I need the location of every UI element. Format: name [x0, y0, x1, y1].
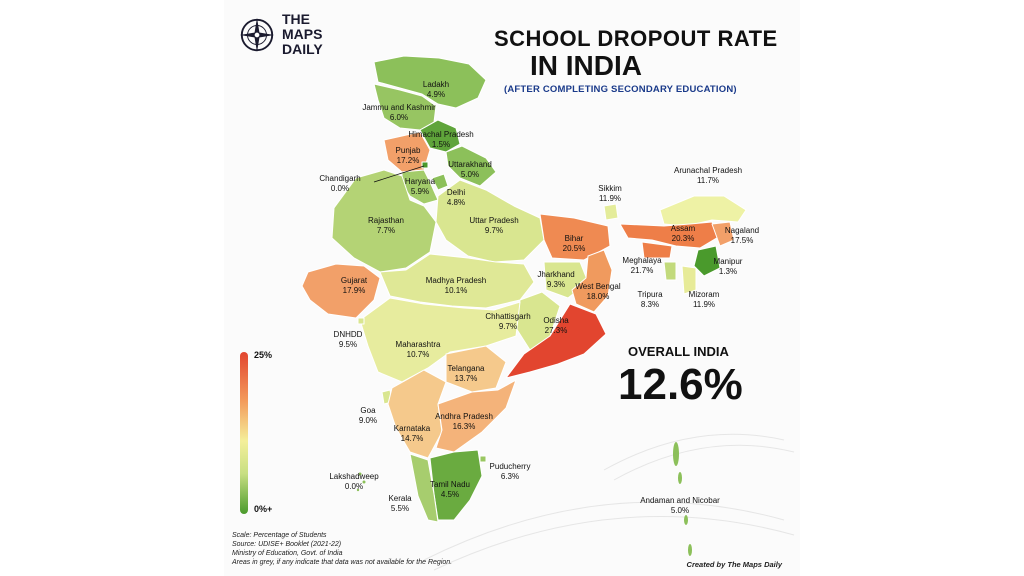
background-swirls: [423, 433, 795, 571]
footer-source: Source: UDISE+ Booklet (2021-22): [232, 541, 342, 548]
label-madhya-pradesh: Madhya Pradesh 10.1%: [425, 276, 487, 295]
label-kerala: Kerala 5.5%: [388, 494, 412, 513]
label-dnhdd: DNHDD 9.5%: [333, 330, 363, 349]
region-mizoram: [681, 265, 697, 295]
region-puducherry: [479, 455, 487, 463]
lakshadweep-islands: [356, 472, 366, 492]
label-meghalaya: Meghalaya 21.7%: [622, 256, 662, 275]
compass-icon: [239, 17, 275, 52]
label-tripura: Tripura 8.3%: [637, 290, 663, 309]
label-puducherry: Puducherry 6.3%: [489, 462, 531, 481]
label-telangana: Telangana 13.7%: [447, 364, 485, 383]
region-delhi: [431, 173, 449, 191]
region-karnataka: [387, 369, 447, 459]
region-tripura: [663, 261, 677, 281]
title-line-1: SCHOOL DROPOUT RATE: [494, 26, 778, 51]
region-sikkim: [603, 203, 619, 221]
title-line-2: IN INDIA: [530, 50, 642, 81]
label-karnataka: Karnataka 14.7%: [393, 424, 431, 443]
brand-name: THE MAPS DAILY: [282, 11, 323, 57]
label-west-bengal: West Bengal 18.0%: [575, 282, 621, 301]
region-dnhdd: [357, 317, 365, 325]
region-andhra-pradesh: [435, 379, 517, 453]
subtitle: (AFTER COMPLETING SECONDARY EDUCATION): [504, 84, 737, 95]
region-gujarat: [301, 263, 381, 319]
label-lakshadweep: Lakshadweep 0.0%: [329, 472, 379, 491]
label-andhra-pradesh: Andhra Pradesh 16.3%: [435, 412, 493, 431]
scale-max-label: 25%: [254, 350, 273, 360]
label-jharkhand: Jharkhand 9.3%: [537, 270, 575, 289]
label-goa: Goa 9.0%: [358, 406, 378, 425]
label-punjab: Punjab 17.2%: [395, 146, 421, 165]
label-delhi: Delhi 4.8%: [446, 188, 466, 207]
label-sikkim: Sikkim 11.9%: [598, 184, 622, 203]
label-mizoram: Mizoram 11.9%: [688, 290, 720, 309]
region-kerala: [409, 453, 439, 523]
label-chandigarh: Chandigarh 0.0%: [319, 174, 361, 193]
label-uttar-pradesh: Uttar Pradesh 9.7%: [469, 216, 519, 235]
region-nagaland: [711, 221, 735, 247]
label-andaman-nicobar: Andaman and Nicobar 5.0%: [640, 496, 720, 515]
overall-value: 12.6%: [618, 360, 743, 409]
footer-scale-note: Scale: Percentage of Students: [232, 532, 327, 539]
label-maharashtra: Maharashtra 10.7%: [395, 340, 441, 359]
brand: THE MAPS DAILY: [238, 12, 342, 57]
region-meghalaya: [641, 241, 673, 259]
color-scale-bar: [240, 352, 248, 514]
label-chhattisgarh: Chhattisgarh 9.7%: [485, 312, 531, 331]
label-jammu-kashmir: Jammu and Kashmir 6.0%: [362, 103, 436, 122]
label-arunachal: Arunachal Pradesh 11.7%: [673, 166, 743, 185]
scale-min-label: 0%+: [254, 504, 273, 514]
region-west-bengal: [571, 249, 613, 313]
region-chandigarh: [421, 161, 429, 169]
label-assam: Assam 20.3%: [670, 224, 696, 243]
region-maharashtra: [359, 297, 521, 383]
region-arunachal: [659, 195, 747, 227]
label-odisha: Odisha 27.3%: [543, 316, 569, 335]
label-manipur: Manipur 1.3%: [713, 257, 743, 276]
region-uttarakhand: [445, 145, 497, 187]
region-ladakh: [373, 55, 487, 109]
overall-label: OVERALL INDIA: [628, 344, 729, 359]
label-rajasthan: Rajasthan 7.7%: [367, 216, 405, 235]
label-nagaland: Nagaland 17.5%: [724, 226, 760, 245]
andaman-nicobar-islands: [673, 442, 692, 556]
region-uttar-pradesh: [435, 179, 545, 263]
label-ladakh: Ladakh 4.9%: [422, 80, 450, 99]
region-assam: [619, 221, 721, 249]
label-himachal: Himachal Pradesh 1.5%: [408, 130, 474, 149]
label-gujarat: Gujarat 17.9%: [340, 276, 368, 295]
region-odisha: [505, 303, 607, 379]
india-map: [301, 55, 795, 571]
label-tamil-nadu: Tamil Nadu 4.5%: [429, 480, 471, 499]
label-uttarakhand: Uttarakhand 5.0%: [448, 160, 492, 179]
region-himachal: [419, 119, 461, 153]
chandigarh-leader-line: [373, 165, 425, 183]
footer-grey-note: Areas in grey, if any indicate that data…: [232, 559, 453, 566]
footer-ministry: Ministry of Education, Govt. of India: [232, 550, 343, 557]
region-madhya-pradesh: [379, 253, 535, 309]
label-bihar: Bihar 20.5%: [562, 234, 586, 253]
region-manipur: [693, 245, 721, 277]
credit: Created by The Maps Daily: [686, 560, 782, 569]
label-haryana: Haryana 5.9%: [404, 177, 436, 196]
map-poster: THE MAPS DAILY SCHOOL DROPOUT RATE IN IN…: [224, 0, 800, 576]
footer-notes: Scale: Percentage of Students Source: UD…: [232, 531, 452, 567]
